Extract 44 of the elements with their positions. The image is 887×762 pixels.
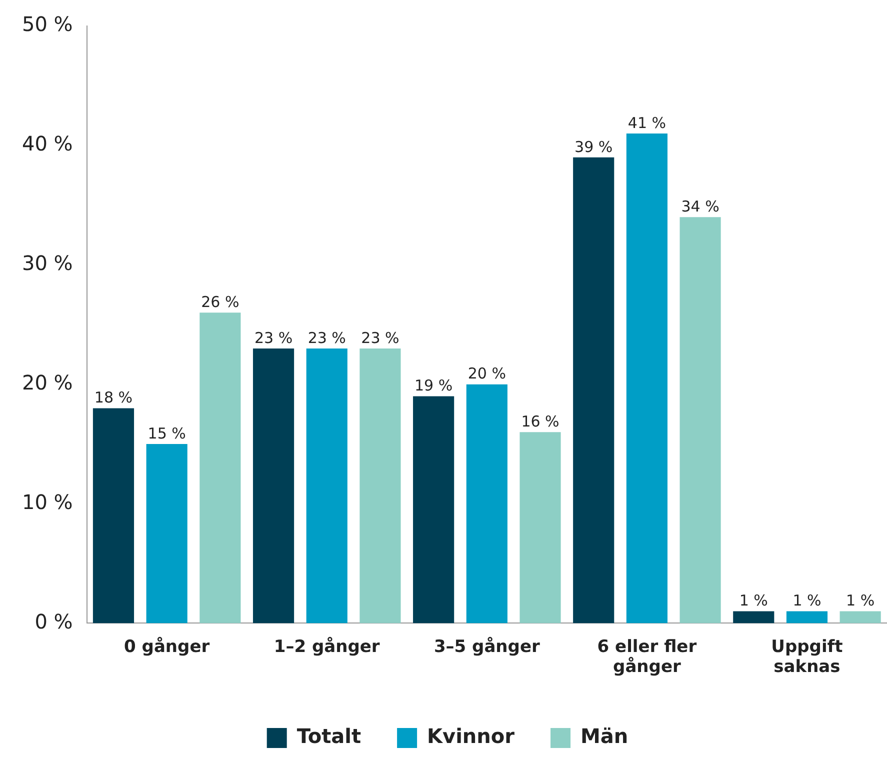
legend-label: Totalt xyxy=(296,724,362,748)
x-tick-label: 3–5 gånger xyxy=(434,636,540,657)
y-tick-label: 50 % xyxy=(22,12,73,36)
legend-label: Män xyxy=(580,724,628,748)
data-label: 15 % xyxy=(148,424,186,442)
y-tick-label: 0 % xyxy=(34,609,73,634)
bar xyxy=(92,408,134,624)
bar xyxy=(573,157,614,624)
y-tick-label: 10 % xyxy=(22,490,73,514)
data-label: 16 % xyxy=(521,412,560,430)
data-label: 26 % xyxy=(201,293,240,312)
y-tick-label: 30 % xyxy=(22,251,73,276)
bar xyxy=(520,432,561,624)
x-tick-label: 0 gånger xyxy=(124,636,210,657)
data-label: 18 % xyxy=(94,388,133,407)
data-label: 1 % xyxy=(846,592,875,610)
bar xyxy=(413,396,454,624)
bar xyxy=(840,611,881,624)
data-label: 23 % xyxy=(361,328,400,347)
y-tick-label: 40 % xyxy=(22,132,73,156)
data-label: 1 % xyxy=(792,592,822,610)
x-tick-label: Uppgift saknas xyxy=(771,636,843,678)
data-label: 34 % xyxy=(681,197,720,216)
bar xyxy=(146,444,188,624)
data-label: 41 % xyxy=(628,114,666,132)
legend-label: Kvinnor xyxy=(427,724,515,748)
y-tick-label: 20 % xyxy=(22,370,73,395)
data-label: 23 % xyxy=(254,328,293,347)
x-tick-label: 1–2 gånger xyxy=(274,636,380,657)
bar xyxy=(680,217,721,624)
bar xyxy=(626,133,668,624)
bar xyxy=(200,312,241,624)
data-label: 1 % xyxy=(739,592,768,610)
bar xyxy=(360,348,401,624)
bar xyxy=(306,348,348,624)
data-label: 20 % xyxy=(468,364,506,383)
bar xyxy=(733,611,774,624)
bar xyxy=(466,384,508,624)
bar xyxy=(786,611,828,624)
bar xyxy=(252,348,294,624)
data-label: 19 % xyxy=(414,376,453,395)
data-label: 23 % xyxy=(308,328,346,347)
data-label: 39 % xyxy=(574,138,613,156)
x-tick-label: 6 eller fler gånger xyxy=(597,636,698,678)
